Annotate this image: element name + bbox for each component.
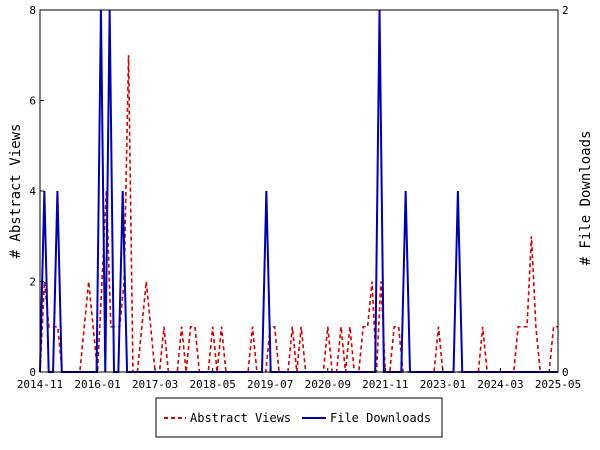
x-tick-label: 2017-03 xyxy=(132,378,178,391)
right-axis-label: # File Downloads xyxy=(578,131,594,266)
left-axis-ticks: 0 2 4 6 8 xyxy=(29,4,44,379)
right-tick-label: 2 xyxy=(562,4,569,17)
left-tick-label: 4 xyxy=(29,185,36,198)
x-tick-label: 2018-05 xyxy=(189,378,235,391)
x-tick-label: 2023-01 xyxy=(420,378,466,391)
legend-box xyxy=(155,397,443,438)
right-axis-ticks: 02 xyxy=(554,4,569,379)
x-tick-label: 2014-11 xyxy=(17,378,63,391)
x-tick-label: 2021-11 xyxy=(362,378,408,391)
x-tick-label: 2020-09 xyxy=(305,378,351,391)
left-axis-label: # Abstract Views xyxy=(8,124,24,259)
x-axis-ticks: 2014-11 2016-01 2017-03 2018-05 2019-07 2020-… xyxy=(17,368,581,391)
legend: Abstract Views File Downloads xyxy=(155,397,443,438)
x-tick-label: 2024-03 xyxy=(477,378,523,391)
legend-label-abstract-views: Abstract Views xyxy=(190,411,291,425)
series-line-abstract-views xyxy=(39,55,558,373)
left-tick-label: 2 xyxy=(29,276,36,289)
right-tick-label: 0 xyxy=(562,366,569,379)
x-tick-label: 2016-01 xyxy=(74,378,120,391)
left-tick-label: 6 xyxy=(29,95,36,108)
legend-label-file-downloads: File Downloads xyxy=(330,411,431,425)
x-tick-label: 2019-07 xyxy=(247,378,293,391)
x-tick-label: 2025-05 xyxy=(535,378,581,391)
left-tick-label: 0 xyxy=(29,366,36,379)
left-tick-label: 8 xyxy=(29,4,36,17)
